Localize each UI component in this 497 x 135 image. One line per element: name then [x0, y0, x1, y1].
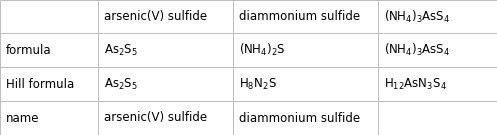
Text: H$_8$N$_2$S: H$_8$N$_2$S	[239, 76, 277, 92]
Text: diammonium sulfide: diammonium sulfide	[239, 112, 360, 124]
Text: (NH$_4$)$_3$AsS$_4$: (NH$_4$)$_3$AsS$_4$	[384, 9, 450, 25]
Text: arsenic(V) sulfide: arsenic(V) sulfide	[104, 112, 207, 124]
Text: (NH$_4$)$_2$S: (NH$_4$)$_2$S	[239, 42, 286, 58]
Text: H$_{12}$AsN$_3$S$_4$: H$_{12}$AsN$_3$S$_4$	[384, 76, 447, 92]
Text: As$_2$S$_5$: As$_2$S$_5$	[104, 76, 138, 92]
Text: arsenic(V) sulfide: arsenic(V) sulfide	[104, 10, 207, 23]
Text: (NH$_4$)$_3$AsS$_4$: (NH$_4$)$_3$AsS$_4$	[384, 42, 450, 58]
Text: name: name	[6, 112, 39, 124]
Text: As$_2$S$_5$: As$_2$S$_5$	[104, 42, 138, 58]
Text: formula: formula	[6, 43, 52, 57]
Text: diammonium sulfide: diammonium sulfide	[239, 10, 360, 23]
Text: Hill formula: Hill formula	[6, 77, 74, 90]
